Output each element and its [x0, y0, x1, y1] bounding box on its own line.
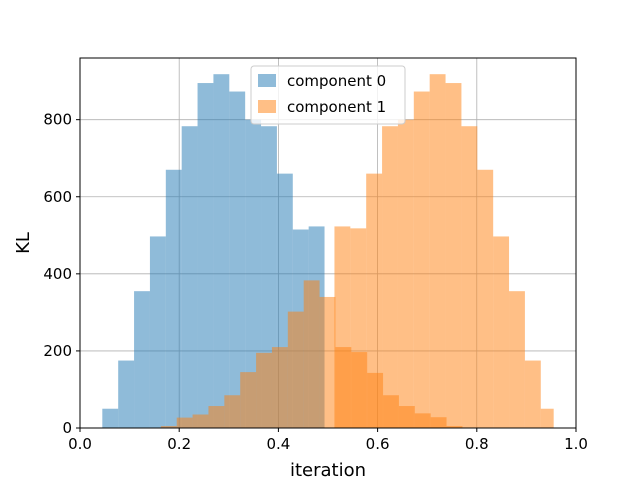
histogram-bar	[287, 311, 304, 428]
legend-box	[250, 65, 406, 125]
x-tick-label: 0.6	[366, 435, 390, 453]
y-tick-label: 400	[43, 265, 72, 283]
y-tick-label: 600	[43, 188, 72, 206]
histogram-bar	[118, 360, 135, 428]
x-tick-label: 0.8	[465, 435, 489, 453]
histogram-bar	[240, 372, 257, 428]
histogram-bar	[382, 126, 398, 428]
histogram-bar	[350, 228, 367, 428]
histogram-bar	[493, 236, 510, 428]
histogram-bar	[397, 119, 414, 429]
histogram-bar	[134, 291, 150, 428]
x-tick-label: 0.2	[167, 435, 191, 453]
histogram-bar	[176, 417, 193, 428]
histogram-bar	[334, 226, 351, 428]
histogram-bar	[149, 236, 166, 428]
legend-swatch-component-0	[258, 74, 276, 87]
histogram-bar	[319, 296, 336, 428]
histogram-bar	[102, 408, 119, 428]
histogram-bar	[165, 169, 182, 429]
legend-swatch-component-1	[258, 100, 276, 113]
legend-label-component-0: component 0	[287, 72, 386, 90]
y-tick-label: 0	[62, 419, 72, 437]
x-axis-label: iteration	[290, 460, 366, 480]
histogram-bar	[461, 126, 478, 428]
legend-label-component-1: component 1	[287, 98, 386, 116]
histogram-bar	[245, 119, 262, 429]
histogram-bars	[102, 74, 554, 429]
histogram-bar	[413, 91, 430, 428]
histogram-bar	[224, 395, 241, 428]
histogram-bar	[524, 360, 541, 428]
histogram-bar	[213, 74, 230, 428]
histogram-bar	[208, 406, 225, 428]
histogram-bar	[181, 126, 198, 428]
x-tick-label: 0.4	[266, 435, 290, 453]
histogram-bar	[509, 291, 525, 428]
x-tick-label: 0.0	[68, 435, 92, 453]
histogram-bar	[271, 347, 288, 428]
histogram-bar	[303, 280, 320, 428]
histogram-bar	[229, 91, 246, 428]
histogram-bar	[160, 426, 177, 428]
histogram-bar	[256, 352, 272, 428]
x-tick-label: 1.0	[564, 435, 588, 453]
histogram-bar	[445, 83, 462, 428]
histogram-bar	[429, 74, 446, 428]
y-axis-label: KL	[13, 232, 34, 254]
histogram-bar	[477, 169, 494, 429]
x-axis-ticks: 0.0 0.2 0.4 0.6 0.8 1.0	[68, 428, 588, 453]
series-2-bars	[334, 74, 554, 429]
y-tick-label: 200	[43, 342, 72, 360]
histogram-bar	[540, 408, 554, 428]
y-axis-ticks: 0 200 400 600 800	[43, 111, 80, 437]
plot-frame	[79, 57, 577, 429]
legend: component 0 component 1	[250, 65, 406, 125]
histogram-bar	[366, 173, 383, 428]
y-tick-label: 800	[43, 111, 72, 129]
histogram-bar	[197, 83, 214, 428]
histogram-bar	[192, 414, 209, 428]
